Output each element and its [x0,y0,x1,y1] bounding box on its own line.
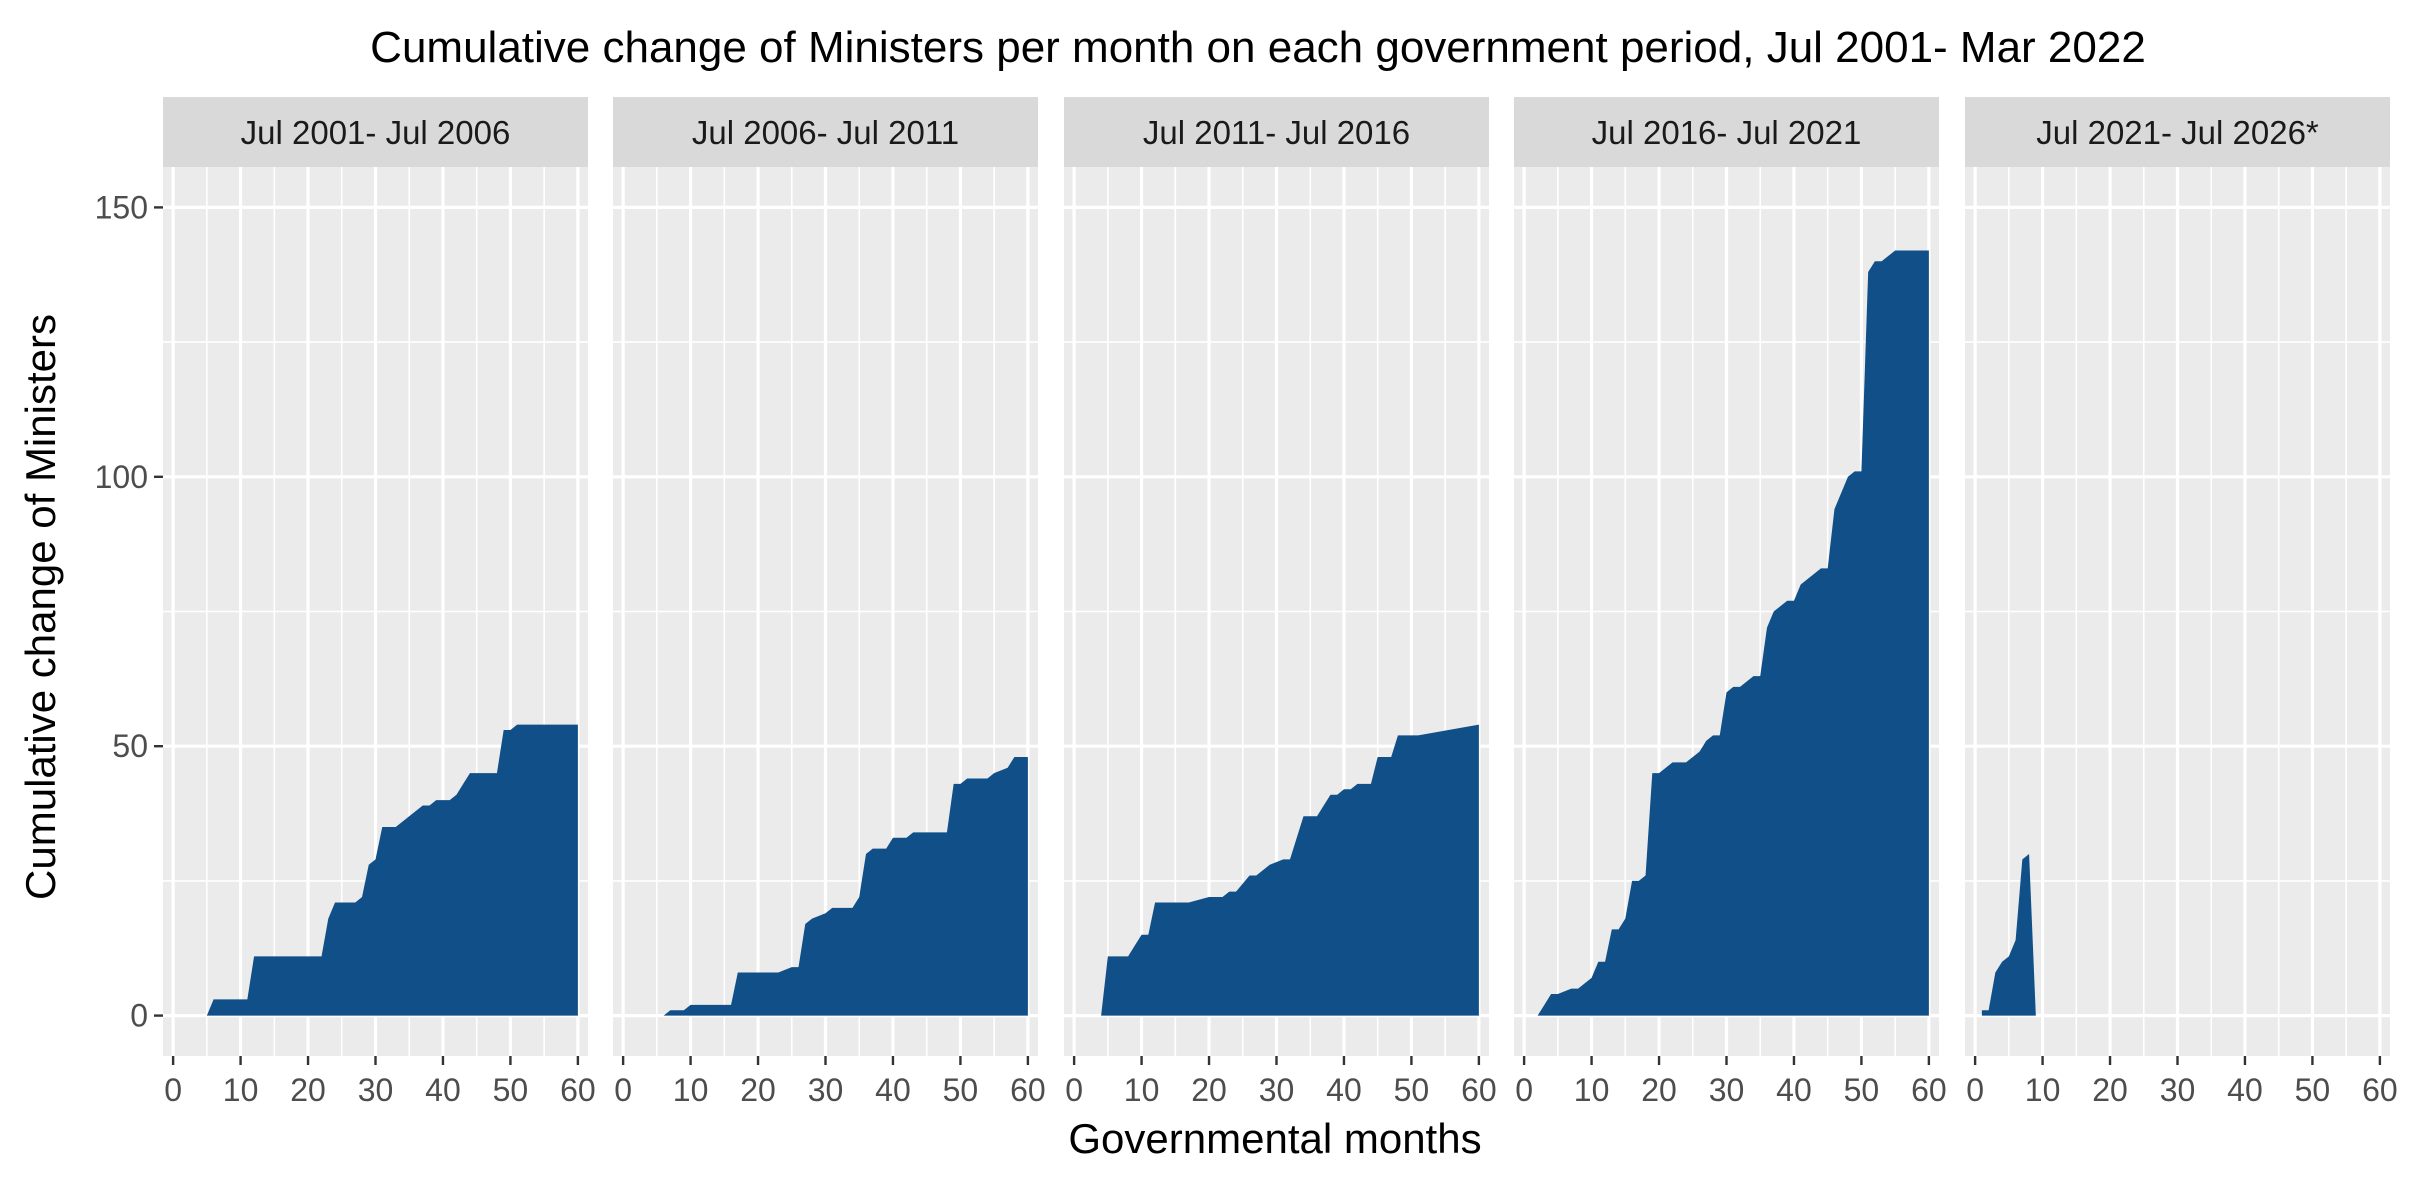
x-tick-label: 50 [943,1072,979,1108]
facet-panel-3: Jul 2011- Jul 2016 0 10 20 30 40 50 60 [1064,97,1497,1108]
facet-panel-4: Jul 2016- Jul 2021 0 10 20 30 40 50 60 [1514,97,1947,1108]
facet-strip [1064,97,1489,167]
area-series [1981,853,2036,1016]
facet-strip-label: Jul 2016- Jul 2021 [1592,114,1862,151]
y-tick-label: 150 [95,189,148,225]
facet-strip-label: Jul 2011- Jul 2016 [1143,114,1410,151]
x-tick-label: 20 [1191,1072,1227,1108]
facet-panel-1: Jul 2001- Jul 2006 0 10 20 30 40 50 60 [163,97,596,1108]
x-tick-label: 30 [1709,1072,1745,1108]
x-tick-label: 0 [1065,1072,1083,1108]
x-tick-label: 10 [673,1072,709,1108]
x-tick-label: 40 [425,1072,461,1108]
area-series [1101,724,1479,1016]
y-axis-title: Cumulative change of Ministers [17,314,64,900]
x-axis-title: Governmental months [1068,1115,1481,1162]
area-series [663,756,1028,1016]
x-tick-label: 10 [1124,1072,1160,1108]
facet-strip [613,97,1038,167]
facet-strip-label: Jul 2001- Jul 2006 [241,114,511,151]
x-tick-label: 50 [1394,1072,1430,1108]
x-tick-label: 0 [1515,1072,1533,1108]
area-series [1537,250,1929,1016]
x-tick-label: 20 [290,1072,326,1108]
x-tick-label: 50 [2295,1072,2331,1108]
y-tick-label: 50 [112,728,148,764]
x-tick-label: 10 [2025,1072,2061,1108]
facet-panel-2: Jul 2006- Jul 2011 0 10 20 30 40 50 60 [613,97,1046,1108]
x-tick-label: 30 [358,1072,394,1108]
x-tick-label: 50 [493,1072,529,1108]
x-tick-label: 30 [2160,1072,2196,1108]
x-tick-label: 0 [1966,1072,1984,1108]
x-tick-label: 60 [1010,1072,1046,1108]
x-tick-label: 40 [875,1072,911,1108]
facet-strip [1965,97,2390,167]
chart-title: Cumulative change of Ministers per month… [370,23,2146,72]
x-tick-label: 10 [1574,1072,1610,1108]
x-tick-label: 60 [1911,1072,1947,1108]
x-tick-label: 20 [1641,1072,1677,1108]
x-tick-label: 40 [1326,1072,1362,1108]
x-tick-label: 40 [1776,1072,1812,1108]
area-series [206,724,578,1016]
facet-strip [163,97,588,167]
x-tick-label: 0 [614,1072,632,1108]
x-tick-label: 30 [1259,1072,1295,1108]
x-tick-label: 40 [2227,1072,2263,1108]
x-tick-label: 30 [808,1072,844,1108]
x-tick-label: 20 [740,1072,776,1108]
y-tick-label: 0 [130,998,148,1034]
x-tick-label: 60 [1461,1072,1497,1108]
facet-strip-label: Jul 2006- Jul 2011 [692,114,959,151]
x-tick-label: 60 [2362,1072,2398,1108]
x-tick-label: 20 [2092,1072,2128,1108]
x-tick-label: 0 [164,1072,182,1108]
x-tick-label: 50 [1844,1072,1880,1108]
y-axis: 0 50 100 150 [95,189,163,1034]
x-tick-label: 10 [223,1072,259,1108]
facet-panel-5: Jul 2021- Jul 2026* 0 10 20 30 40 50 60 [1965,97,2398,1108]
facet-strip-label: Jul 2021- Jul 2026* [2036,114,2319,151]
y-tick-label: 100 [95,459,148,495]
x-tick-label: 60 [560,1072,596,1108]
facet-strip [1514,97,1939,167]
